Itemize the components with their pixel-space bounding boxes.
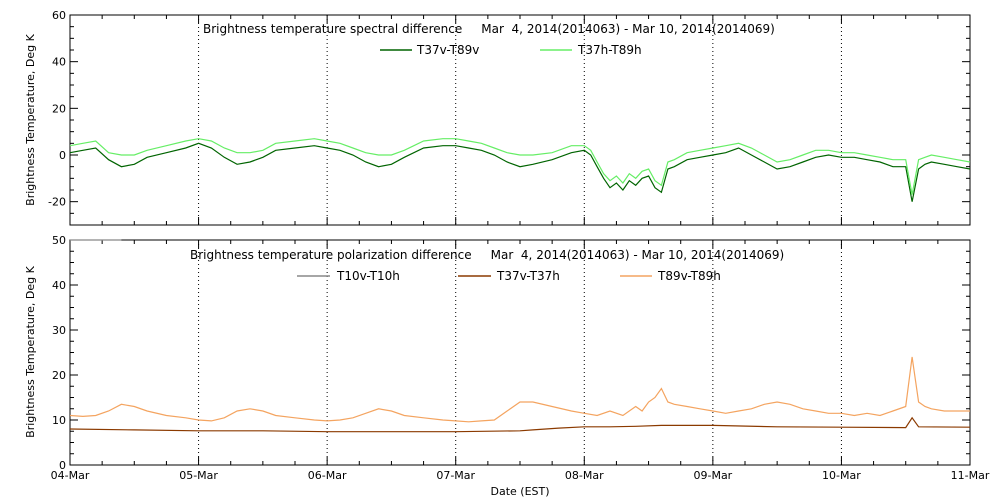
x-tick-label: 05-Mar [179, 469, 218, 482]
bottom-series-group [69, 239, 971, 433]
y-tick-label: 40 [52, 56, 66, 69]
x-tick-label: 04-Mar [51, 469, 90, 482]
y-tick-label: 0 [59, 459, 66, 472]
x-tick-label: 07-Mar [436, 469, 475, 482]
legend-label-t89v-t89h: T89v-T89h [657, 269, 721, 283]
top-grid [69, 14, 971, 226]
bottom-y-axis-label: Brightness Temperature, Deg K [24, 265, 37, 437]
top-chart-title: Brightness temperature spectral differen… [203, 22, 775, 36]
top-y-axis-label: Brightness Temperature, Deg K [24, 33, 37, 205]
legend-label-t10v-t10h: T10v-T10h [336, 269, 400, 283]
series-line-t37v-t89v [69, 142, 971, 202]
y-tick-label: 30 [52, 324, 66, 337]
series-line-t37h-t89h [69, 138, 971, 195]
x-tick-label: 06-Mar [308, 469, 347, 482]
top-y-ticks: -20 0 20 40 60 [48, 9, 66, 209]
legend-label-t37h-t89h: T37h-T89h [577, 43, 642, 57]
x-tick-label: 10-Mar [822, 469, 861, 482]
y-tick-label: 20 [52, 102, 66, 115]
y-tick-label: 50 [52, 234, 66, 247]
legend-label-t37v-t37h: T37v-T37h [496, 269, 560, 283]
top-series-group [69, 138, 971, 202]
y-tick-label: 40 [52, 279, 66, 292]
x-tick-label: 09-Mar [693, 469, 732, 482]
y-tick-label: 0 [59, 149, 66, 162]
bottom-y-ticks: 0 10 20 30 40 50 [52, 234, 66, 472]
y-tick-label: 60 [52, 9, 66, 22]
y-tick-label: -20 [48, 196, 66, 209]
y-tick-label: 10 [52, 414, 66, 427]
x-tick-labels: 04-Mar 05-Mar 06-Mar 07-Mar 08-Mar 09-Mar 10-M… [51, 469, 990, 482]
x-axis-label: Date (EST) [490, 485, 549, 498]
x-tick-label: 08-Mar [565, 469, 604, 482]
y-tick-label: 20 [52, 369, 66, 382]
bottom-grid [69, 239, 971, 466]
legend-label-t37v-t89v: T37v-T89v [416, 43, 479, 57]
top-plot-frame [69, 14, 971, 226]
series-line-t89v-t89h [69, 356, 970, 423]
series-line-t37v-t37h [69, 416, 971, 433]
x-tick-label: 11-Mar [951, 469, 990, 482]
bottom-chart-title: Brightness temperature polarization diff… [190, 248, 784, 262]
